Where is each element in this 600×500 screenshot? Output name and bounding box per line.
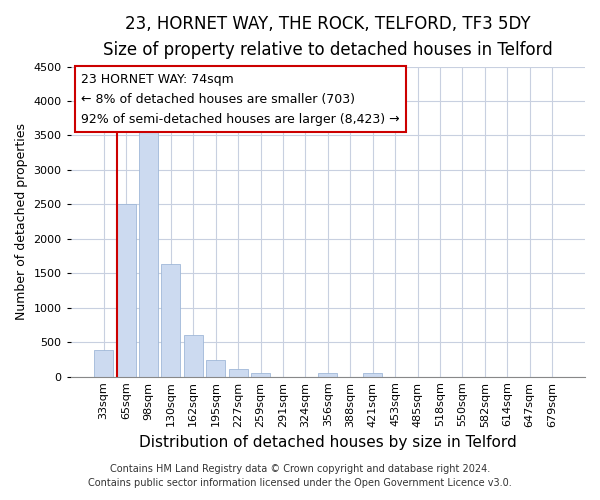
Bar bbox=[229, 369, 248, 376]
X-axis label: Distribution of detached houses by size in Telford: Distribution of detached houses by size … bbox=[139, 435, 517, 450]
Text: Contains HM Land Registry data © Crown copyright and database right 2024.
Contai: Contains HM Land Registry data © Crown c… bbox=[88, 464, 512, 487]
Text: 23 HORNET WAY: 74sqm
← 8% of detached houses are smaller (703)
92% of semi-detac: 23 HORNET WAY: 74sqm ← 8% of detached ho… bbox=[81, 72, 400, 126]
Bar bbox=[206, 360, 225, 376]
Bar bbox=[251, 373, 270, 376]
Bar bbox=[139, 122, 158, 376]
Bar bbox=[116, 204, 136, 376]
Bar bbox=[319, 373, 337, 376]
Title: 23, HORNET WAY, THE ROCK, TELFORD, TF3 5DY
Size of property relative to detached: 23, HORNET WAY, THE ROCK, TELFORD, TF3 5… bbox=[103, 15, 553, 60]
Bar bbox=[363, 372, 382, 376]
Bar bbox=[184, 336, 203, 376]
Bar bbox=[161, 264, 181, 376]
Bar bbox=[94, 350, 113, 376]
Y-axis label: Number of detached properties: Number of detached properties bbox=[15, 123, 28, 320]
